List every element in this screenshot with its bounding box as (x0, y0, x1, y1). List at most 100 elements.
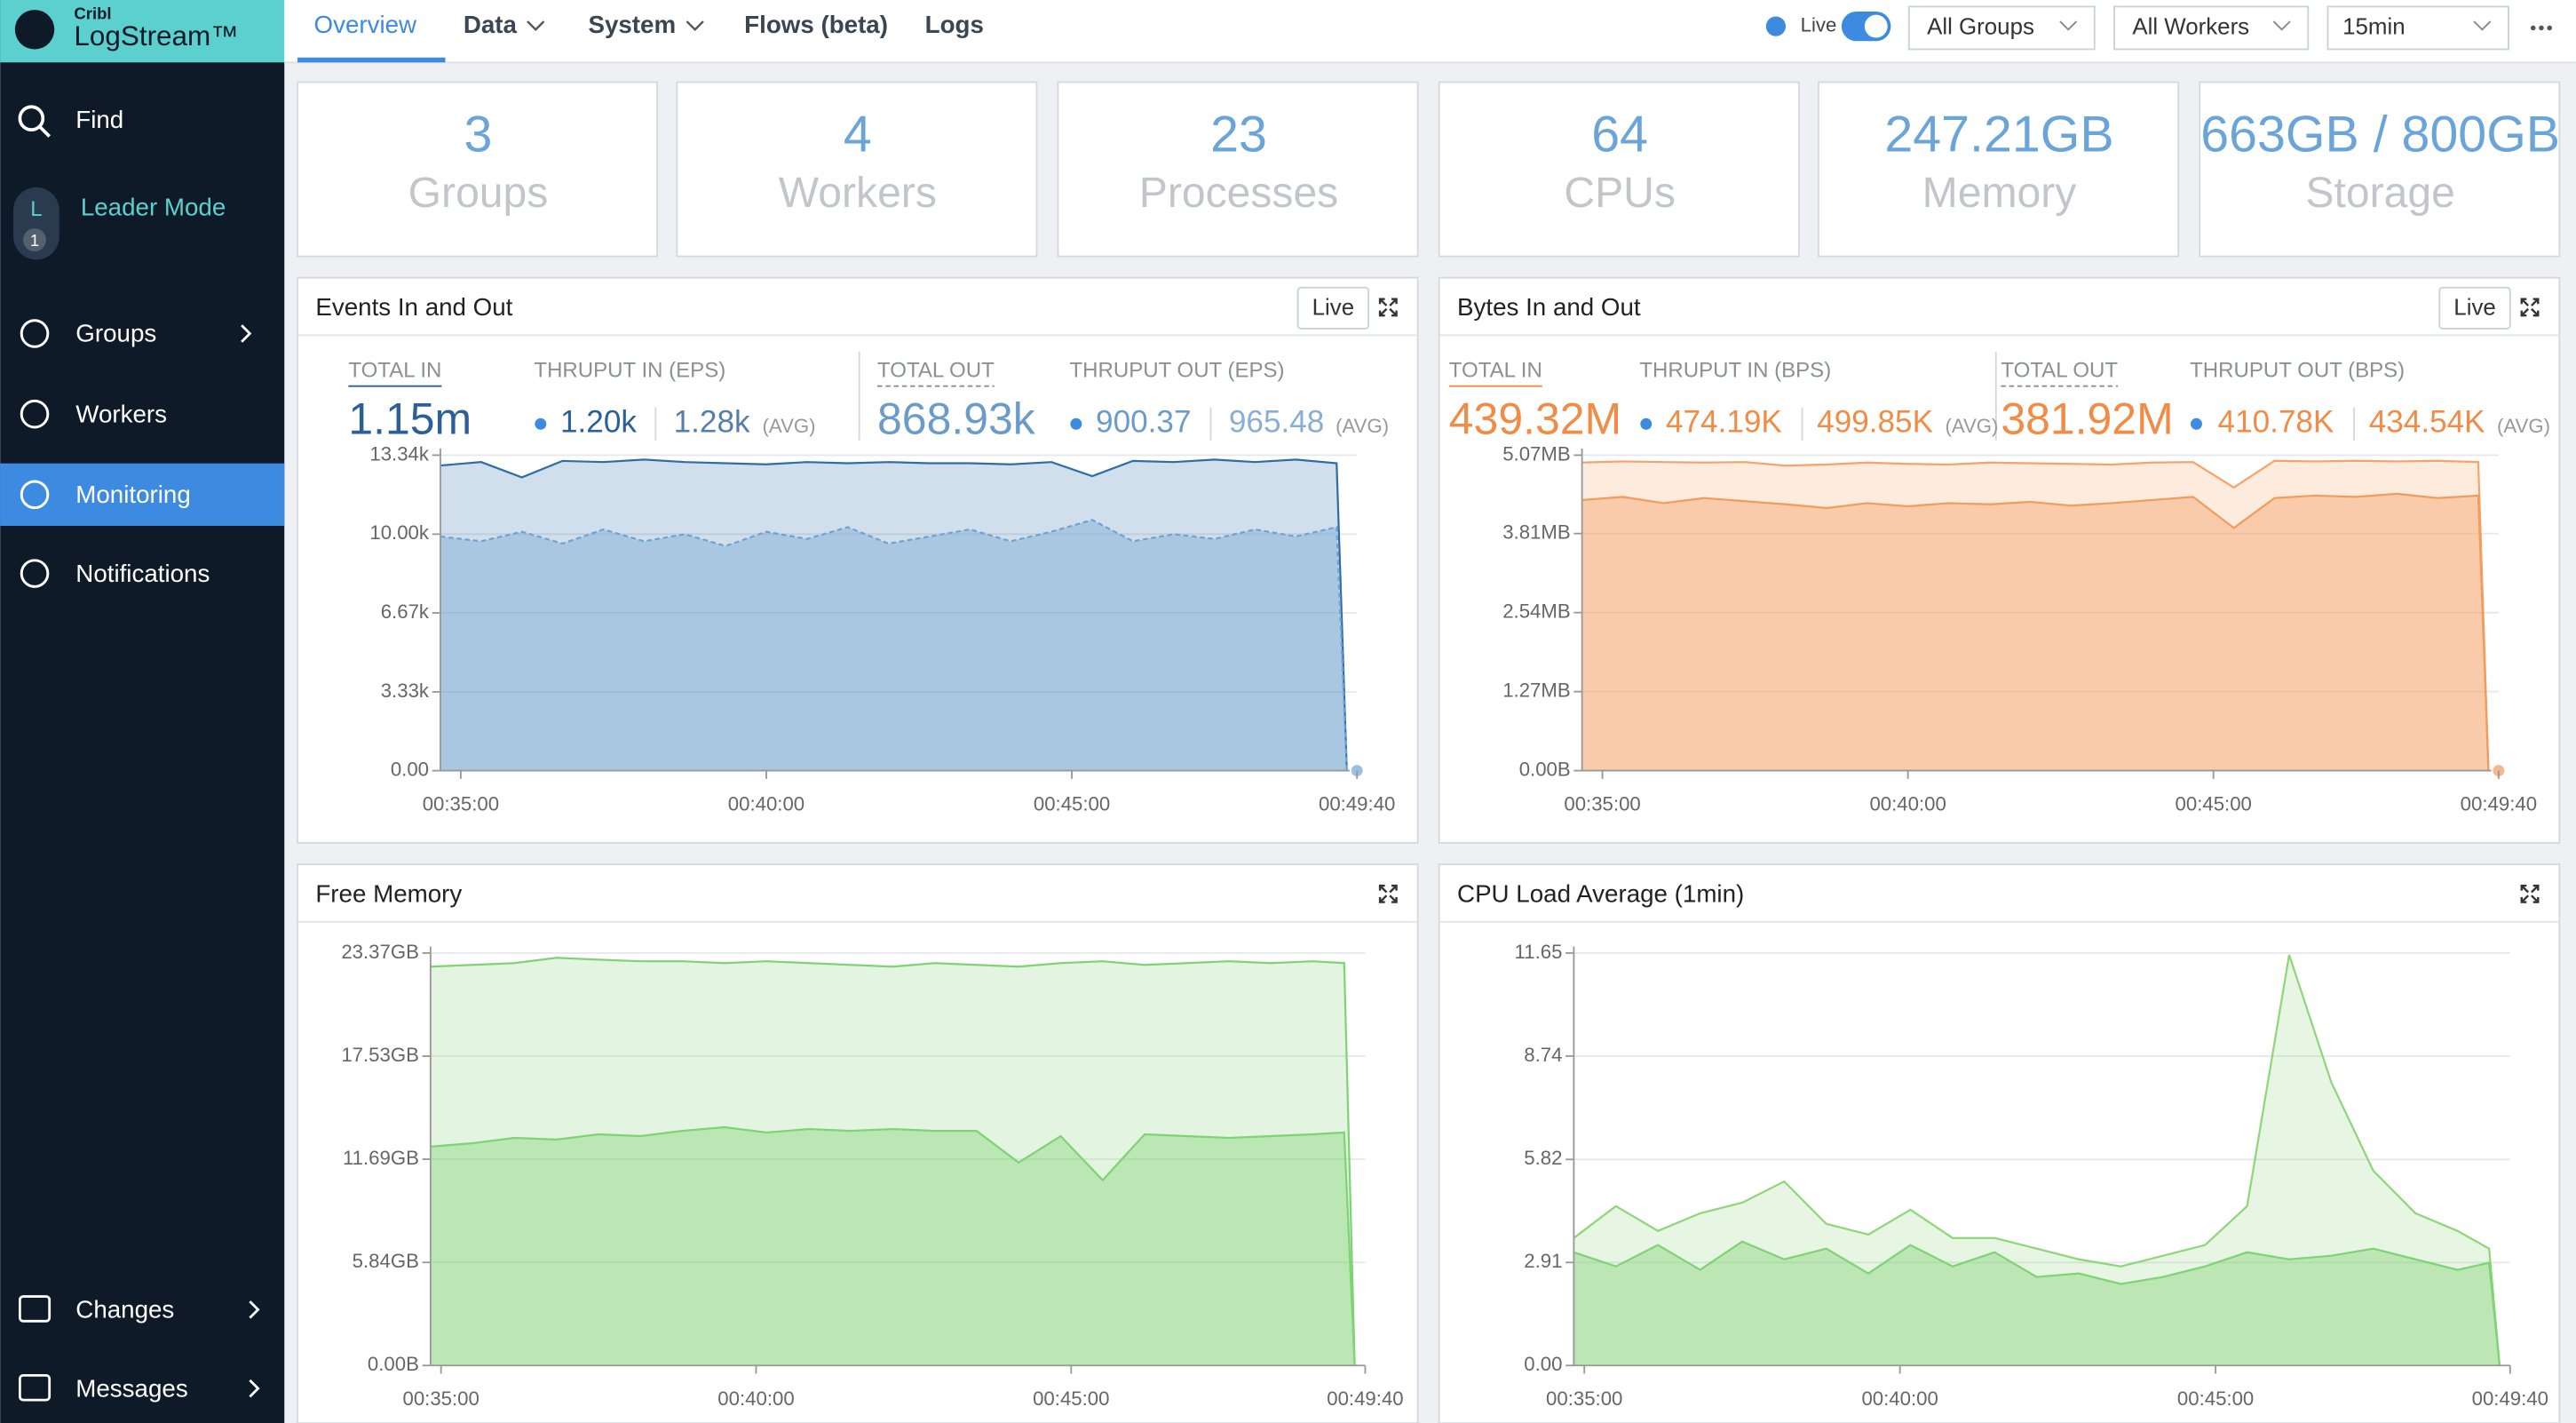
live-button[interactable] (1296, 286, 1370, 330)
stat-label: Groups (408, 169, 549, 217)
thruput-average: 965.48 (1229, 405, 1324, 440)
stat-card (1438, 81, 1800, 258)
thruput-average: 1.28k (674, 405, 750, 440)
area-line (440, 458, 1348, 771)
groups-dropdown[interactable] (1907, 5, 2096, 51)
nav-item[interactable]: Messages (75, 1374, 187, 1402)
thruput-current: 1.20k (560, 405, 637, 440)
y-tick-label: 11.69GB (343, 1147, 419, 1169)
series-dot (2191, 417, 2202, 430)
workers-dropdown[interactable] (2113, 5, 2310, 51)
x-tick-label: 00:49:40 (2461, 792, 2537, 815)
stat-heading: THRUPUT IN (BPS) (1639, 358, 1831, 382)
brand: Cribl (74, 4, 111, 23)
area-line (430, 1125, 1356, 1366)
stat-heading: TOTAL IN (348, 358, 441, 382)
nav-tab[interactable]: Data (464, 11, 518, 38)
panel-title: CPU Load Average (1min) (1457, 880, 1744, 908)
x-tick-label: 00:40:00 (717, 1387, 794, 1410)
stat-label: Memory (1922, 169, 2077, 217)
nav-tab[interactable]: Overview (314, 11, 418, 38)
series-dot (1640, 417, 1653, 430)
chevron (249, 1379, 260, 1398)
stat-heading: TOTAL OUT (2001, 358, 2118, 382)
area-fill (1573, 954, 2500, 1366)
area-fill (1573, 1241, 2500, 1366)
x-tick-label: 00:49:40 (1327, 1387, 1403, 1410)
x-tick-label: 00:49:40 (2472, 1387, 2548, 1410)
expand-icon[interactable] (2520, 298, 2540, 317)
leader-count: 1 (30, 231, 39, 250)
panel-title: Bytes In and Out (1457, 293, 1641, 321)
y-tick-label: 5.07MB (1502, 442, 1570, 465)
area-line (1581, 492, 2490, 771)
area-fill (1581, 460, 2489, 771)
nav-item[interactable]: Monitoring (75, 481, 191, 508)
thruput-current: 410.78K (2218, 405, 2334, 440)
stat-value: 64 (1591, 107, 1648, 163)
toggle-knob (1864, 14, 1888, 38)
series-dot (1070, 417, 1082, 430)
nav-icon (19, 1295, 52, 1323)
stat-card (297, 81, 659, 258)
leader-count-bg (23, 228, 46, 252)
live-button-label: Live (1312, 296, 1354, 321)
x-tick-label: 00:40:00 (728, 792, 805, 815)
panel-title: Free Memory (315, 880, 462, 908)
nav-icon (20, 480, 50, 510)
expand-icon[interactable] (1378, 298, 1398, 317)
y-tick-label: 8.74 (1524, 1044, 1562, 1066)
x-tick-label: 00:45:00 (2177, 1387, 2254, 1410)
x-tick-label: 00:40:00 (1861, 1387, 1938, 1410)
expand-icon[interactable] (1378, 884, 1398, 903)
stat-heading: THRUPUT OUT (EPS) (1069, 358, 1284, 382)
area-line (430, 957, 1356, 1366)
panel-title: Events In and Out (315, 293, 512, 321)
nav-item[interactable]: Groups (75, 320, 156, 347)
nav-item[interactable]: Changes (75, 1296, 174, 1324)
stat-value: 663GB / 800GB (2200, 107, 2560, 163)
nav-tab[interactable]: System (588, 11, 676, 38)
live-button-label: Live (2453, 296, 2495, 321)
stat-label: Workers (779, 169, 937, 217)
x-tick-label: 00:45:00 (1033, 1387, 1109, 1410)
panel (1438, 276, 2561, 844)
groups-value: All Groups (1927, 14, 2034, 39)
stat-label: CPUs (1564, 169, 1676, 217)
stat-label: Processes (1139, 169, 1338, 217)
y-tick-label: 10.00k (369, 521, 430, 544)
leader-mode[interactable]: Leader Mode (81, 193, 226, 220)
live-button[interactable] (2438, 286, 2511, 330)
stat-card (1818, 81, 2180, 258)
y-tick-label: 5.82 (1524, 1147, 1562, 1169)
more-menu[interactable] (2530, 25, 2552, 31)
find-icon (38, 125, 51, 138)
find-icon (18, 105, 45, 131)
chevrons (2059, 20, 2492, 31)
nav-item[interactable]: Workers (75, 400, 167, 427)
y-tick-label: 0.00B (1519, 758, 1571, 780)
stat-heading: THRUPUT OUT (BPS) (2190, 358, 2405, 382)
nav-icon (20, 319, 50, 348)
x-tick-label: 00:45:00 (2176, 792, 2252, 815)
workers-value: All Workers (2132, 14, 2249, 39)
thruput-current: 900.37 (1096, 405, 1191, 440)
y-tick-label: 5.84GB (353, 1250, 419, 1272)
find[interactable]: Find (75, 106, 123, 133)
stat-card (1057, 81, 1419, 258)
chevron (241, 324, 252, 343)
range-dropdown[interactable] (2326, 5, 2509, 51)
expand-icon[interactable] (2520, 884, 2540, 903)
nav-tab[interactable]: Logs (925, 11, 984, 38)
stat-heading: THRUPUT IN (EPS) (534, 358, 725, 382)
logo-icon (14, 10, 55, 50)
nav-tab[interactable]: Flows (beta) (744, 11, 888, 38)
y-tick-label: 17.53GB (341, 1044, 419, 1066)
nav-item[interactable]: Notifications (75, 560, 210, 587)
stat-value: 247.21GB (1884, 107, 2113, 163)
avg-label: (AVG) (1945, 415, 1998, 437)
x-tick-label: 00:35:00 (423, 792, 499, 815)
stat-card (676, 81, 1038, 258)
chevron (249, 1300, 260, 1319)
